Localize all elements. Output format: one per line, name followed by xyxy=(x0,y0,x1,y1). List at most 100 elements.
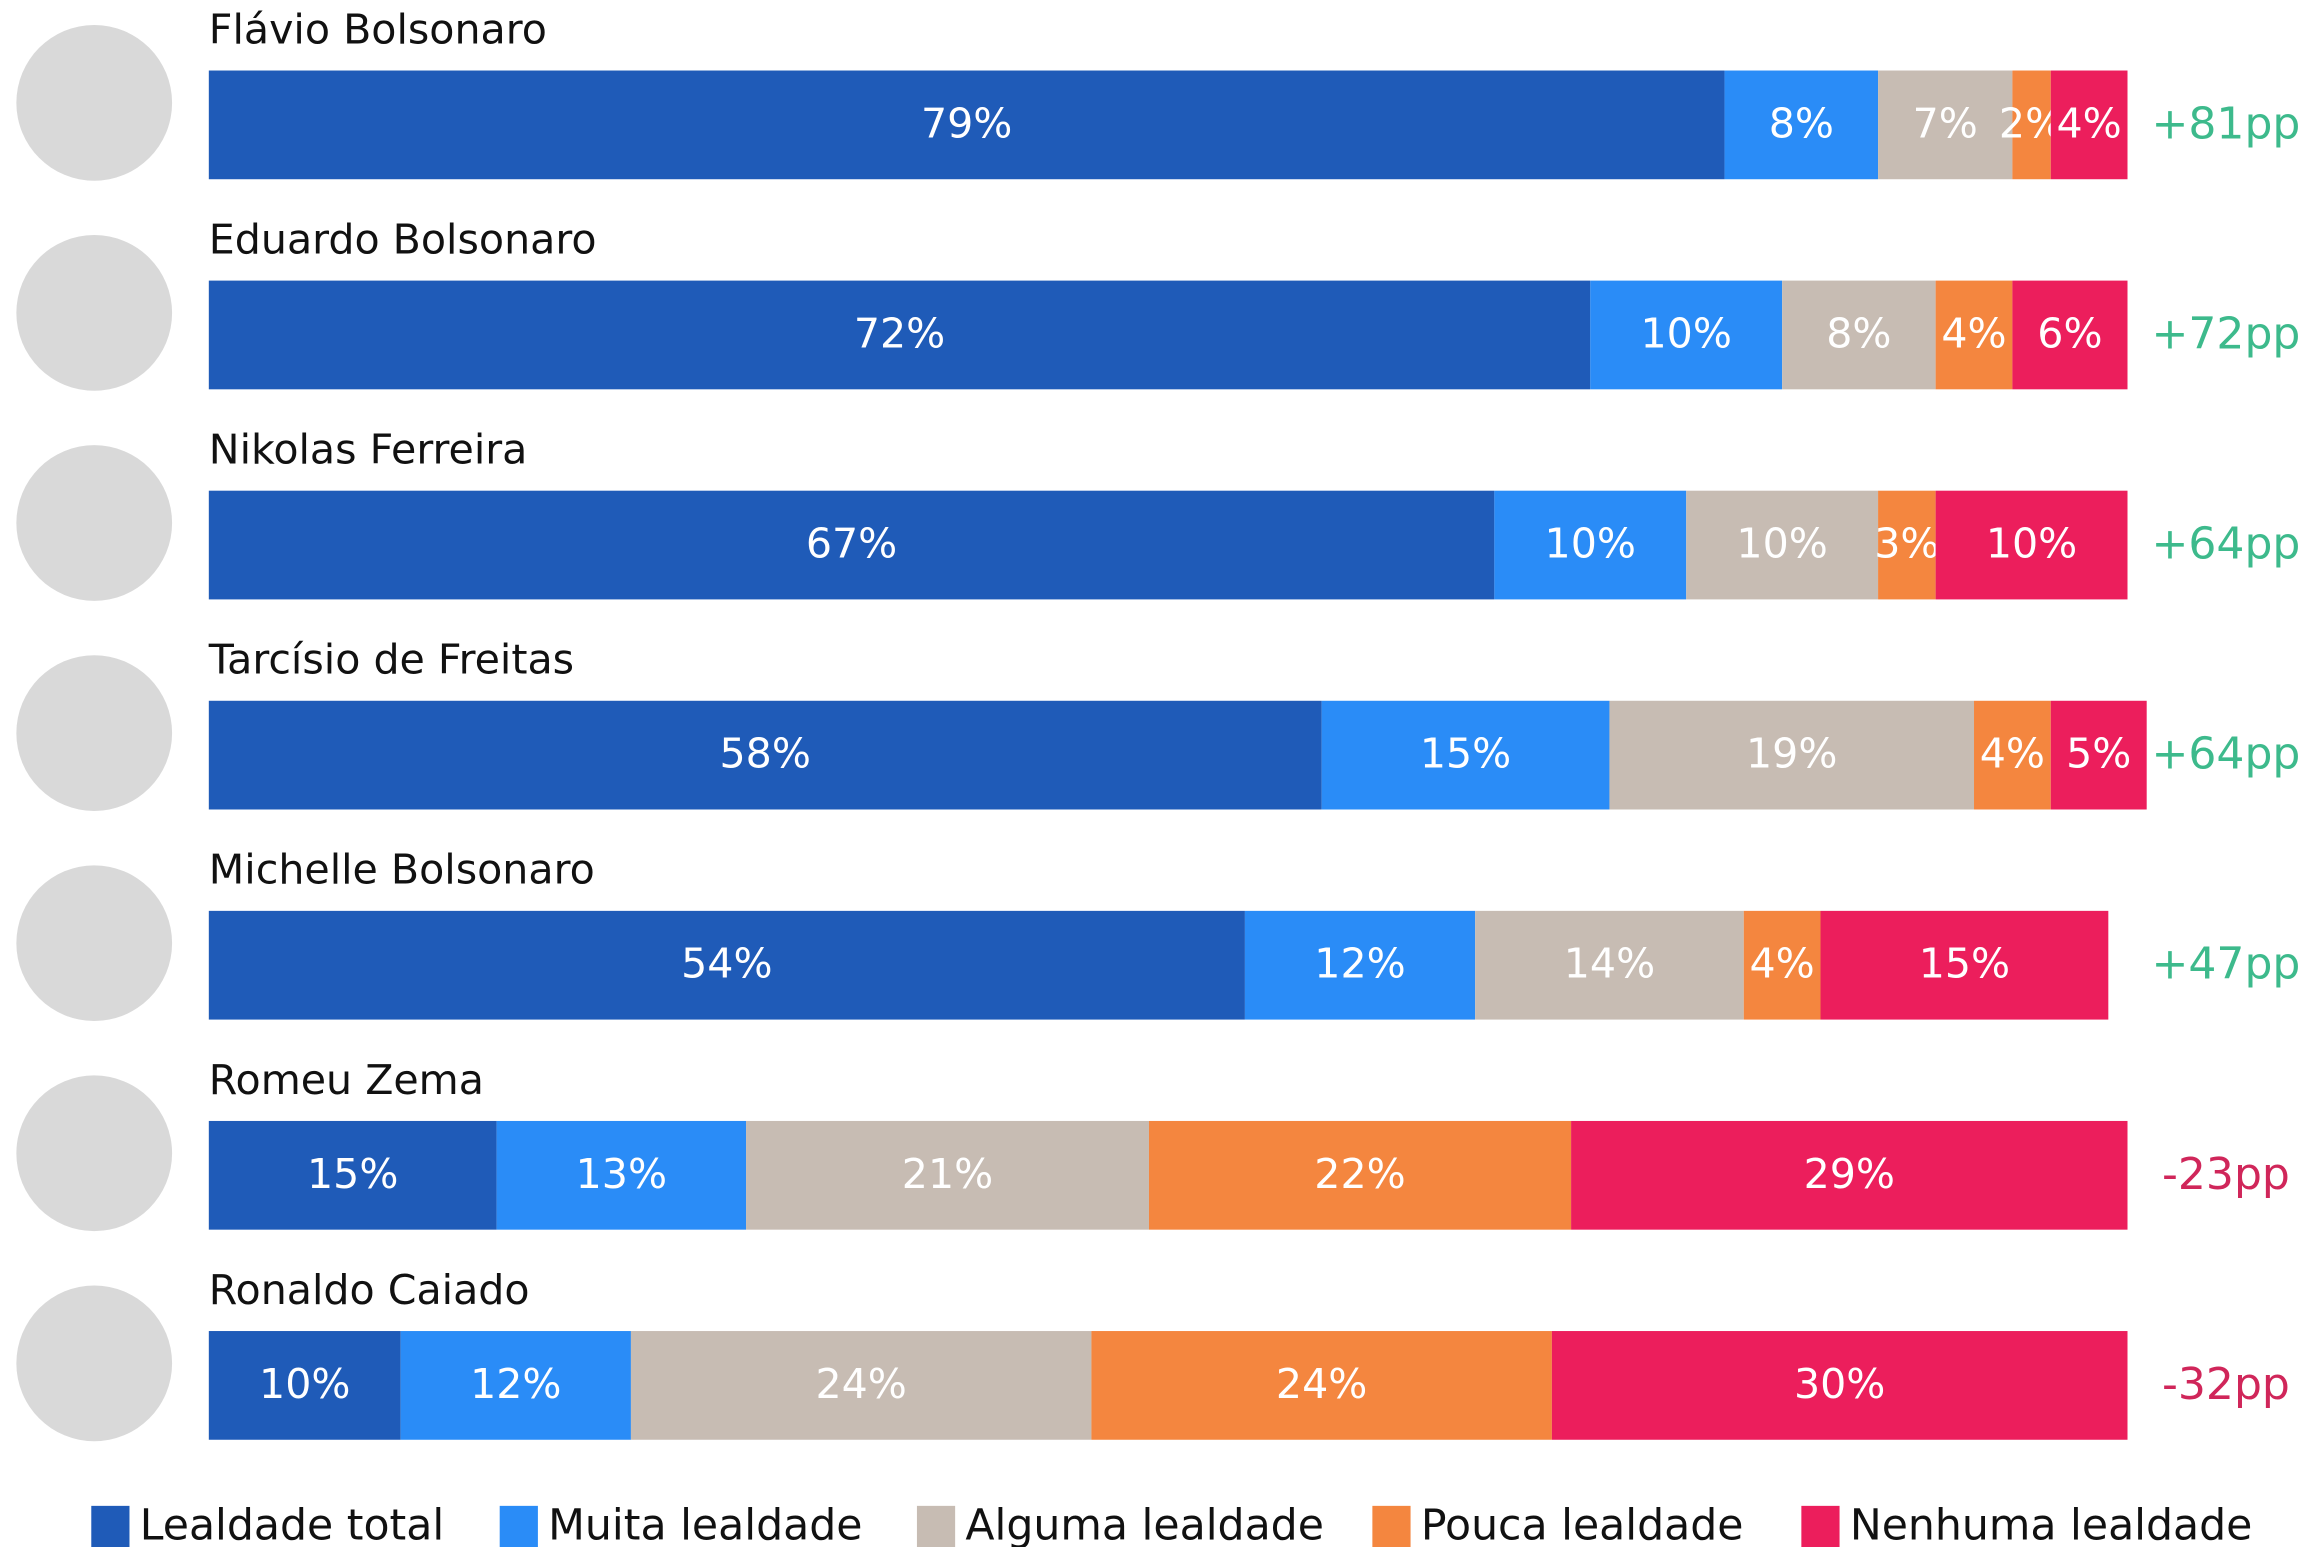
avatar xyxy=(16,445,173,601)
data-label: 10% xyxy=(259,1360,350,1408)
bar-segment xyxy=(496,1120,747,1230)
data-label: 21% xyxy=(902,1150,993,1198)
data-label: 3% xyxy=(1874,520,1939,568)
legend-label: Lealdade total xyxy=(140,1500,444,1547)
data-label: 4% xyxy=(2057,99,2122,147)
avatar xyxy=(16,1285,173,1442)
bar-segment xyxy=(1148,1120,1572,1230)
data-label: 24% xyxy=(1276,1360,1367,1408)
category-label: Michelle Bolsonaro xyxy=(209,846,595,894)
bar-segment xyxy=(1724,70,1879,180)
net-annotation: +72pp xyxy=(2151,308,2300,359)
data-label: 12% xyxy=(470,1360,561,1408)
bar-segment xyxy=(746,1120,1149,1230)
bar-segment xyxy=(1551,1331,2128,1440)
bar-segment xyxy=(2050,70,2128,180)
data-label: 54% xyxy=(681,940,772,988)
bar-segment xyxy=(1571,1120,2128,1230)
legend-label: Nenhuma lealdade xyxy=(1850,1500,2253,1547)
data-label: 15% xyxy=(1420,730,1511,778)
data-label: 24% xyxy=(815,1360,906,1408)
data-label: 7% xyxy=(1913,99,1978,147)
data-label: 22% xyxy=(1314,1150,1405,1198)
bar-segment xyxy=(208,490,1495,600)
data-label: 15% xyxy=(307,1150,398,1198)
bar-segment xyxy=(2012,70,2051,180)
net-annotation: +64pp xyxy=(2151,519,2300,570)
bar-segment xyxy=(1743,910,1821,1020)
bar-segment xyxy=(1935,490,2128,600)
data-label: 10% xyxy=(1736,520,1827,568)
data-label: 13% xyxy=(576,1150,667,1198)
bar-segment xyxy=(1590,280,1783,390)
bar-segment xyxy=(1475,910,1744,1020)
avatar xyxy=(16,24,173,181)
legend-swatch xyxy=(499,1505,538,1547)
legend-label: Muita lealdade xyxy=(548,1500,862,1547)
avatar xyxy=(16,235,173,391)
bar-segment xyxy=(1686,490,1879,600)
data-label: 8% xyxy=(1769,99,1834,147)
legend-swatch xyxy=(1801,1505,1840,1547)
bar-segment xyxy=(1878,490,1936,600)
category-label: Ronaldo Caiado xyxy=(209,1266,530,1314)
bar-segment xyxy=(630,1331,1092,1440)
data-label: 10% xyxy=(1545,520,1636,568)
bar-segment xyxy=(1091,1331,1552,1440)
bar-segment xyxy=(2050,700,2147,810)
bar-segment xyxy=(1935,280,2013,390)
data-label: 10% xyxy=(1986,520,2077,568)
category-label: Romeu Zema xyxy=(209,1056,484,1104)
data-label: 79% xyxy=(921,99,1012,147)
net-annotation: -23pp xyxy=(2162,1149,2290,1200)
data-label: 10% xyxy=(1640,309,1731,357)
bar-segment xyxy=(400,1331,631,1440)
bar-segment xyxy=(1321,700,1610,810)
bar-segment xyxy=(1494,490,1687,600)
avatar xyxy=(16,1075,173,1232)
category-label: Flávio Bolsonaro xyxy=(209,5,547,53)
data-label: 4% xyxy=(1750,940,1815,988)
data-label: 6% xyxy=(2037,309,2102,357)
net-annotation: -32pp xyxy=(2162,1359,2290,1410)
bar-segment xyxy=(208,1331,401,1440)
net-annotation: +64pp xyxy=(2151,729,2300,780)
bar-segment xyxy=(208,280,1591,390)
net-annotation: +47pp xyxy=(2151,939,2300,990)
data-label: 30% xyxy=(1794,1360,1885,1408)
category-label: Tarcísio de Freitas xyxy=(208,636,574,684)
data-label: 15% xyxy=(1919,940,2010,988)
data-label: 72% xyxy=(854,309,945,357)
net-annotation: +81pp xyxy=(2151,98,2300,149)
bar-segment xyxy=(1244,910,1476,1020)
bar-segment xyxy=(1782,280,1936,390)
avatar xyxy=(16,655,173,811)
data-label: 4% xyxy=(1980,730,2045,778)
data-label: 8% xyxy=(1826,309,1891,357)
avatar xyxy=(16,865,173,1022)
data-label: 58% xyxy=(720,730,811,778)
bar-segment xyxy=(208,1120,497,1230)
bar-segment xyxy=(1609,700,1975,810)
category-label: Nikolas Ferreira xyxy=(209,425,528,473)
legend-swatch xyxy=(1372,1505,1411,1547)
legend-swatch xyxy=(91,1505,130,1547)
bar-segment xyxy=(208,910,1245,1020)
data-label: 12% xyxy=(1314,940,1405,988)
bar-segment xyxy=(1878,70,2013,180)
data-label: 19% xyxy=(1746,730,1837,778)
data-label: 14% xyxy=(1564,940,1655,988)
legend-label: Alguma lealdade xyxy=(965,1500,1323,1547)
legend-label: Pouca lealdade xyxy=(1421,1500,1744,1547)
bar-segment xyxy=(2012,280,2128,390)
data-label: 5% xyxy=(2066,730,2131,778)
data-label: 4% xyxy=(1941,309,2006,357)
avatars xyxy=(16,24,173,1442)
data-label: 29% xyxy=(1804,1150,1895,1198)
bar-segment xyxy=(208,70,1725,180)
legend-swatch xyxy=(916,1505,956,1547)
category-label: Eduardo Bolsonaro xyxy=(209,215,597,263)
bar-segment xyxy=(1820,910,2109,1020)
bar-segment xyxy=(1974,700,2051,810)
